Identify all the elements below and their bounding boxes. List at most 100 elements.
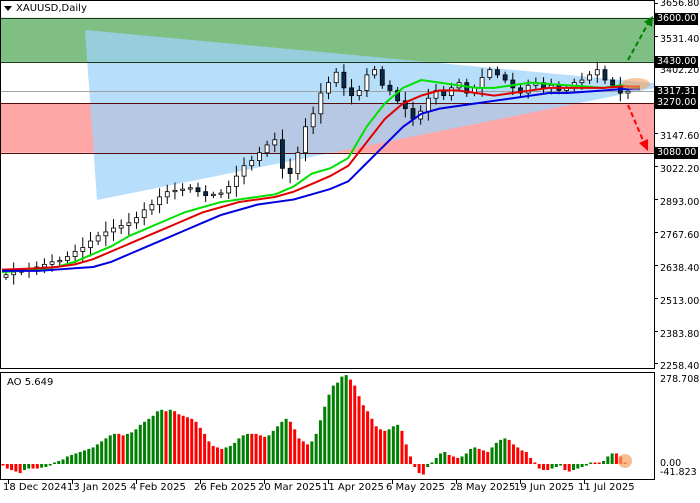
date-label: 13 Jan 2025: [67, 482, 127, 493]
ao-bar: [70, 454, 74, 464]
ao-bar: [469, 448, 473, 464]
ao-bar: [100, 441, 104, 464]
candle-body: [479, 77, 485, 89]
date-label: 26 Feb 2025: [194, 482, 257, 493]
ao-bar: [10, 464, 14, 471]
candle-body: [579, 79, 585, 84]
ao-bar: [271, 430, 275, 464]
price-tick: 2767.60: [660, 230, 700, 241]
ao-bar: [48, 464, 52, 466]
ao-bar: [490, 447, 494, 464]
price-tick: 2893.00: [660, 197, 700, 208]
date-label: 28 May 2025: [450, 482, 516, 493]
level-label-3600: 3600.00: [655, 13, 699, 25]
candle-body: [218, 192, 224, 195]
ao-bar: [374, 426, 378, 464]
candle-body: [226, 186, 232, 194]
ao-tick-max: 278.708: [660, 374, 700, 385]
candle-body: [80, 247, 86, 252]
candle-body: [3, 274, 9, 278]
ao-bar: [130, 432, 134, 464]
moving-average-line: [1, 85, 640, 271]
ao-bar: [40, 464, 44, 468]
ao-bar: [65, 456, 69, 464]
price-tick: 3656.80: [660, 0, 700, 9]
candle-body: [341, 71, 347, 89]
ao-bar: [327, 394, 331, 464]
ao-bar: [5, 464, 9, 469]
ao-bar: [164, 411, 168, 464]
candle-body: [349, 87, 354, 97]
candle-body: [495, 69, 500, 76]
date-label: 6 May 2025: [386, 482, 445, 493]
ao-bar: [443, 451, 447, 464]
candle-body: [280, 139, 285, 169]
ao-bar: [533, 462, 537, 464]
dropdown-triangle-icon[interactable]: [4, 6, 12, 11]
ao-bar: [606, 456, 610, 464]
ao-bar: [357, 396, 361, 464]
ao-bar: [31, 464, 35, 469]
ao-bar: [297, 438, 301, 464]
ao-bar: [486, 451, 490, 464]
candle-body: [41, 263, 47, 268]
candle-body: [525, 84, 531, 94]
ao-bar: [91, 447, 95, 464]
candle-body: [264, 144, 270, 154]
ao-bar: [228, 445, 232, 464]
ao-bar: [597, 462, 601, 464]
ao-bar: [344, 375, 348, 464]
triangle-pattern: [85, 30, 654, 200]
ao-bar: [121, 435, 125, 464]
candle-body: [272, 139, 278, 146]
ao-bar: [301, 441, 305, 464]
ao-bar: [366, 411, 370, 464]
ao-bar: [507, 439, 511, 464]
ao-bar: [160, 409, 164, 464]
candle-body: [233, 175, 239, 187]
candle-body: [103, 231, 109, 237]
ao-bar: [447, 454, 451, 464]
chart-title[interactable]: XAUUSD,Daily: [4, 3, 87, 14]
date-label: 4 Feb 2025: [130, 482, 186, 493]
candle-body: [310, 113, 316, 128]
candle-body: [602, 69, 608, 81]
ao-bar: [404, 444, 408, 464]
ao-bar: [147, 418, 151, 464]
ao-bar: [125, 433, 129, 464]
ao-bar: [237, 438, 241, 464]
level-label-3270: 3270.00: [655, 97, 699, 109]
ao-bar: [138, 424, 142, 464]
ao-bar: [481, 450, 485, 464]
price-tick: 3147.60: [660, 131, 700, 142]
ao-bar: [233, 442, 237, 464]
candle-body: [610, 79, 616, 86]
candle-body: [587, 74, 593, 81]
candle-body: [387, 84, 393, 91]
ao-bar: [576, 464, 580, 469]
current-price-label: 3317.31: [655, 86, 699, 98]
ao-bar: [593, 462, 597, 464]
candle-body: [379, 69, 385, 86]
candle-body: [210, 193, 216, 196]
ao-bar: [194, 421, 198, 464]
ao-bar: [541, 464, 545, 471]
price-tick: 2638.40: [660, 263, 700, 274]
ao-bar: [203, 433, 207, 464]
candle-body: [625, 90, 631, 94]
ao-bar: [409, 456, 413, 464]
price-tick: 2258.40: [660, 361, 700, 372]
ao-bar: [293, 429, 297, 464]
ao-bar: [314, 433, 318, 464]
candle-body: [333, 71, 339, 84]
ao-bar: [370, 418, 374, 464]
ao-bar: [185, 417, 189, 464]
ao-bar: [143, 421, 147, 464]
candle-body: [402, 100, 408, 110]
ao-bar: [563, 464, 567, 471]
ao-bar: [580, 464, 584, 468]
date-label: 18 Dec 2024: [3, 482, 67, 493]
ao-bar: [87, 448, 91, 464]
